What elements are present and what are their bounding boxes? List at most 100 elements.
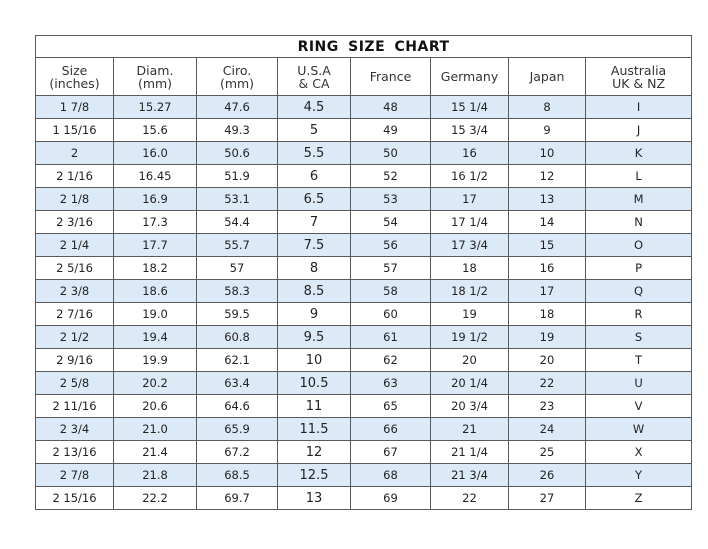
cell-size-inches: 2 1/2 — [35, 325, 114, 349]
table-row: 2 3/4 21.0 65.9 11.5 66 21 24 W — [35, 417, 693, 441]
cell-size-inches: 2 3/4 — [35, 417, 114, 441]
cell-diameter-mm: 17.7 — [113, 233, 197, 257]
cell-usa-ca: 6.5 — [277, 187, 351, 211]
table-row: 2 16.0 50.6 5.5 50 16 10 K — [35, 141, 693, 165]
cell-france: 58 — [350, 279, 431, 303]
cell-usa-ca: 11.5 — [277, 417, 351, 441]
cell-usa-ca: 4.5 — [277, 95, 351, 119]
header-line1: Size — [61, 62, 88, 78]
cell-germany: 17 3/4 — [430, 233, 509, 257]
cell-germany: 19 1/2 — [430, 325, 509, 349]
header-line1: France — [369, 69, 412, 84]
cell-usa-ca: 10.5 — [277, 371, 351, 395]
cell-circumference-mm: 53.1 — [196, 187, 278, 211]
header-line1: U.S.A — [297, 62, 331, 78]
cell-circumference-mm: 51.9 — [196, 164, 278, 188]
table-row: 2 13/16 21.4 67.2 12 67 21 1/4 25 X — [35, 440, 693, 464]
cell-usa-ca: 10 — [277, 348, 351, 372]
cell-circumference-mm: 57 — [196, 256, 278, 280]
cell-australia-uk-nz: U — [584, 371, 693, 395]
cell-japan: 15 — [508, 233, 586, 257]
cell-germany: 20 — [430, 348, 509, 372]
header-line2: (inches) — [49, 75, 100, 91]
column-header-australia-uk-nz: Australia UK & NZ — [584, 57, 693, 96]
cell-germany: 19 — [430, 302, 509, 326]
cell-germany: 20 1/4 — [430, 371, 509, 395]
table-row: 1 7/8 15.27 47.6 4.5 48 15 1/4 8 I — [35, 95, 693, 119]
cell-diameter-mm: 19.9 — [113, 348, 197, 372]
cell-germany: 15 1/4 — [430, 95, 509, 119]
cell-usa-ca: 9 — [277, 302, 351, 326]
cell-japan: 24 — [508, 417, 586, 441]
cell-diameter-mm: 19.0 — [113, 302, 197, 326]
table-row: 2 7/8 21.8 68.5 12.5 68 21 3/4 26 Y — [35, 463, 693, 487]
cell-usa-ca: 8 — [277, 256, 351, 280]
cell-usa-ca: 11 — [277, 394, 351, 418]
cell-australia-uk-nz: L — [584, 164, 693, 188]
cell-france: 50 — [350, 141, 431, 165]
cell-circumference-mm: 68.5 — [196, 463, 278, 487]
cell-size-inches: 2 5/8 — [35, 371, 114, 395]
cell-australia-uk-nz: I — [584, 95, 693, 119]
ring-size-chart-table: RING SIZE CHART Size (inches) Diam. (mm) Cir… — [34, 35, 693, 510]
cell-usa-ca: 7.5 — [277, 233, 351, 257]
cell-size-inches: 2 3/16 — [35, 210, 114, 234]
cell-usa-ca: 8.5 — [277, 279, 351, 303]
column-header-germany: Germany — [430, 57, 509, 96]
cell-japan: 17 — [508, 279, 586, 303]
cell-australia-uk-nz: Q — [584, 279, 693, 303]
cell-germany: 17 1/4 — [430, 210, 509, 234]
cell-size-inches: 2 1/4 — [35, 233, 114, 257]
cell-diameter-mm: 21.8 — [113, 463, 197, 487]
cell-japan: 13 — [508, 187, 586, 211]
table-row: 2 1/4 17.7 55.7 7.5 56 17 3/4 15 O — [35, 233, 693, 257]
column-header-circumference-mm: Ciro. (mm) — [196, 57, 278, 96]
cell-diameter-mm: 18.6 — [113, 279, 197, 303]
cell-diameter-mm: 21.4 — [113, 440, 197, 464]
cell-australia-uk-nz: Z — [584, 486, 693, 510]
cell-diameter-mm: 20.6 — [113, 394, 197, 418]
cell-japan: 22 — [508, 371, 586, 395]
cell-france: 69 — [350, 486, 431, 510]
cell-australia-uk-nz: P — [584, 256, 693, 280]
cell-circumference-mm: 55.7 — [196, 233, 278, 257]
cell-size-inches: 2 1/8 — [35, 187, 114, 211]
cell-germany: 22 — [430, 486, 509, 510]
cell-japan: 23 — [508, 394, 586, 418]
header-row: Size (inches) Diam. (mm) Ciro. (mm) U.S.A & CA F… — [35, 57, 693, 96]
cell-germany: 18 — [430, 256, 509, 280]
cell-australia-uk-nz: V — [584, 394, 693, 418]
cell-france: 61 — [350, 325, 431, 349]
header-line1: Australia — [610, 62, 667, 78]
cell-germany: 16 1/2 — [430, 164, 509, 188]
cell-circumference-mm: 58.3 — [196, 279, 278, 303]
column-header-usa-ca: U.S.A & CA — [277, 57, 351, 96]
header-line1: Diam. — [136, 62, 174, 78]
cell-size-inches: 2 7/8 — [35, 463, 114, 487]
header-line1: Germany — [440, 69, 499, 84]
cell-france: 49 — [350, 118, 431, 142]
cell-size-inches: 2 11/16 — [35, 394, 114, 418]
cell-germany: 21 1/4 — [430, 440, 509, 464]
table-row: 2 3/16 17.3 54.4 7 54 17 1/4 14 N — [35, 210, 693, 234]
cell-usa-ca: 9.5 — [277, 325, 351, 349]
cell-australia-uk-nz: X — [584, 440, 693, 464]
cell-germany: 18 1/2 — [430, 279, 509, 303]
cell-australia-uk-nz: J — [584, 118, 693, 142]
cell-japan: 18 — [508, 302, 586, 326]
table-row: 2 1/8 16.9 53.1 6.5 53 17 13 M — [35, 187, 693, 211]
cell-circumference-mm: 59.5 — [196, 302, 278, 326]
cell-size-inches: 2 13/16 — [35, 440, 114, 464]
cell-japan: 14 — [508, 210, 586, 234]
table-row: 2 1/16 16.45 51.9 6 52 16 1/2 12 L — [35, 164, 693, 188]
cell-france: 68 — [350, 463, 431, 487]
cell-circumference-mm: 64.6 — [196, 394, 278, 418]
cell-france: 60 — [350, 302, 431, 326]
cell-france: 53 — [350, 187, 431, 211]
cell-diameter-mm: 19.4 — [113, 325, 197, 349]
cell-australia-uk-nz: T — [584, 348, 693, 372]
table-row: 2 5/16 18.2 57 8 57 18 16 P — [35, 256, 693, 280]
header-line1: Japan — [529, 69, 565, 84]
cell-size-inches: 2 — [35, 141, 114, 165]
table-row: 2 9/16 19.9 62.1 10 62 20 20 T — [35, 348, 693, 372]
